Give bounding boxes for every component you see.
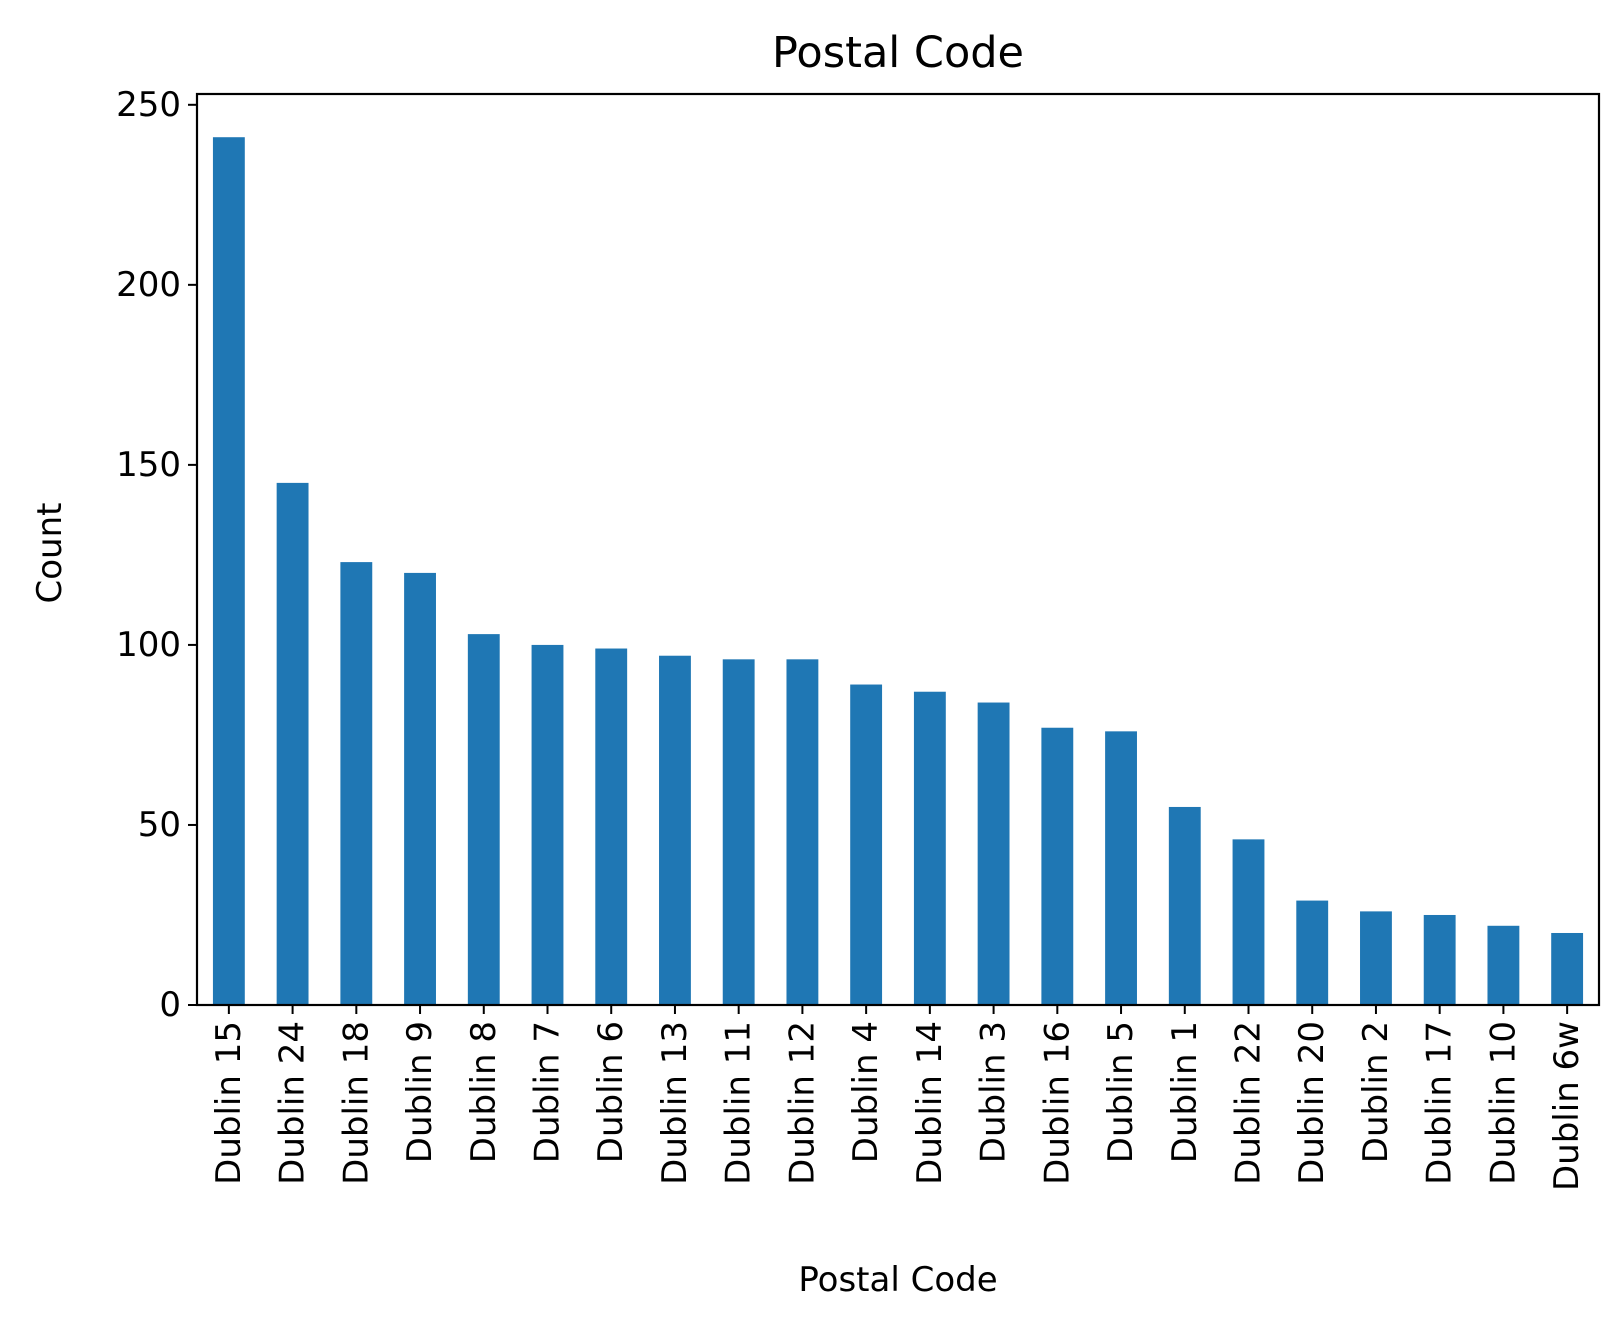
x-tick-label: Dublin 24 xyxy=(273,1021,313,1185)
bar xyxy=(659,655,691,1005)
x-tick-label: Dublin 3 xyxy=(974,1021,1014,1163)
x-tick-label: Dublin 5 xyxy=(1101,1021,1141,1163)
bar xyxy=(1487,925,1520,1005)
bar xyxy=(1105,731,1137,1005)
bar xyxy=(212,137,245,1006)
y-tick-label: 150 xyxy=(116,445,181,485)
x-tick-label: Dublin 4 xyxy=(846,1021,886,1163)
bar xyxy=(1168,806,1201,1005)
x-tick-label: Dublin 2 xyxy=(1356,1021,1396,1163)
x-tick-label: Dublin 22 xyxy=(1229,1021,1269,1185)
x-tick-label: Dublin 13 xyxy=(655,1021,695,1185)
x-tick-label: Dublin 17 xyxy=(1420,1021,1460,1185)
x-tick-label: Dublin 11 xyxy=(719,1021,759,1185)
y-axis: 0 50 100 150 200 250 xyxy=(116,85,197,1025)
y-tick-label: 200 xyxy=(116,265,181,305)
bar xyxy=(595,648,628,1005)
x-tick-label: Dublin 7 xyxy=(528,1021,568,1163)
x-tick-label: Dublin 8 xyxy=(464,1021,504,1163)
bar xyxy=(1296,900,1329,1005)
bar xyxy=(340,562,373,1005)
bar xyxy=(1232,839,1265,1005)
x-tick-label: Dublin 12 xyxy=(782,1021,822,1185)
x-tick-label: Dublin 16 xyxy=(1037,1021,1077,1185)
x-tick-label: Dublin 1 xyxy=(1165,1021,1205,1163)
bar xyxy=(786,659,819,1005)
x-tick-label: Dublin 10 xyxy=(1483,1021,1523,1185)
x-tick-label: Dublin 20 xyxy=(1292,1021,1332,1185)
bars-group xyxy=(212,137,1584,1006)
x-tick-label: Dublin 14 xyxy=(910,1021,950,1185)
x-tick-label: Dublin 15 xyxy=(209,1021,249,1185)
bar xyxy=(1423,914,1456,1005)
y-tick-label: 100 xyxy=(116,625,181,665)
bar xyxy=(977,702,1010,1005)
x-tick-label: Dublin 6 xyxy=(591,1021,631,1163)
y-tick-label: 250 xyxy=(116,85,181,125)
y-axis-label: Count xyxy=(30,503,70,604)
x-tick-label: Dublin 9 xyxy=(400,1021,440,1163)
chart-title: Postal Code xyxy=(772,28,1024,78)
bar xyxy=(1360,911,1392,1005)
bar xyxy=(850,684,883,1005)
bar xyxy=(913,691,946,1005)
x-tick-label: Dublin 6w xyxy=(1547,1021,1587,1191)
x-tick-label: Dublin 18 xyxy=(336,1021,376,1185)
bar xyxy=(1041,727,1074,1005)
bar xyxy=(1551,932,1584,1005)
bar xyxy=(404,572,436,1005)
bar xyxy=(467,634,500,1005)
bar xyxy=(722,659,755,1005)
x-axis: Dublin 15 Dublin 24 Dublin 18 Dublin 9 Dubli… xyxy=(209,1005,1587,1191)
bar xyxy=(276,482,309,1005)
y-tick-label: 50 xyxy=(138,805,181,845)
y-tick-label: 0 xyxy=(159,985,181,1025)
bar xyxy=(531,644,564,1005)
x-axis-label: Postal Code xyxy=(798,1260,997,1300)
plot-frame xyxy=(195,92,1601,1007)
